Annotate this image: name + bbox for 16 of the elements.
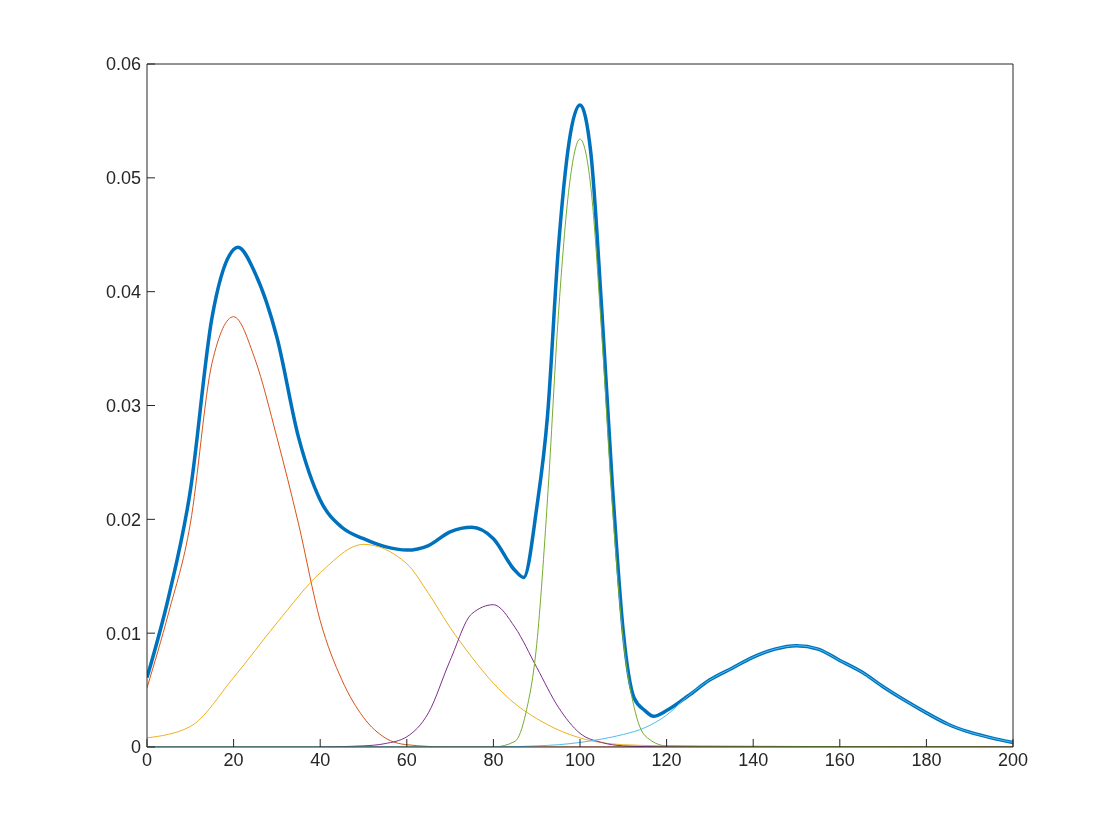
x-tick-label: 100 xyxy=(564,749,596,770)
x-tick-label: 80 xyxy=(483,749,504,770)
x-tick-label: 60 xyxy=(396,749,417,770)
y-tick-label: 0.01 xyxy=(105,623,141,644)
y-tick-label: 0.05 xyxy=(105,168,141,189)
y-tick-label: 0.03 xyxy=(105,395,141,416)
x-tick-label: 20 xyxy=(223,749,244,770)
x-tick-label: 40 xyxy=(310,749,331,770)
x-tick-label: 160 xyxy=(824,749,855,770)
y-tick-label: 0.04 xyxy=(105,282,141,303)
x-tick-label: 180 xyxy=(911,749,942,770)
x-tick-label: 120 xyxy=(651,749,682,770)
y-tick-label: 0.02 xyxy=(105,509,141,530)
y-tick-label: 0.06 xyxy=(105,54,141,75)
x-tick-label: 140 xyxy=(738,749,769,770)
x-tick-label: 200 xyxy=(997,749,1029,770)
